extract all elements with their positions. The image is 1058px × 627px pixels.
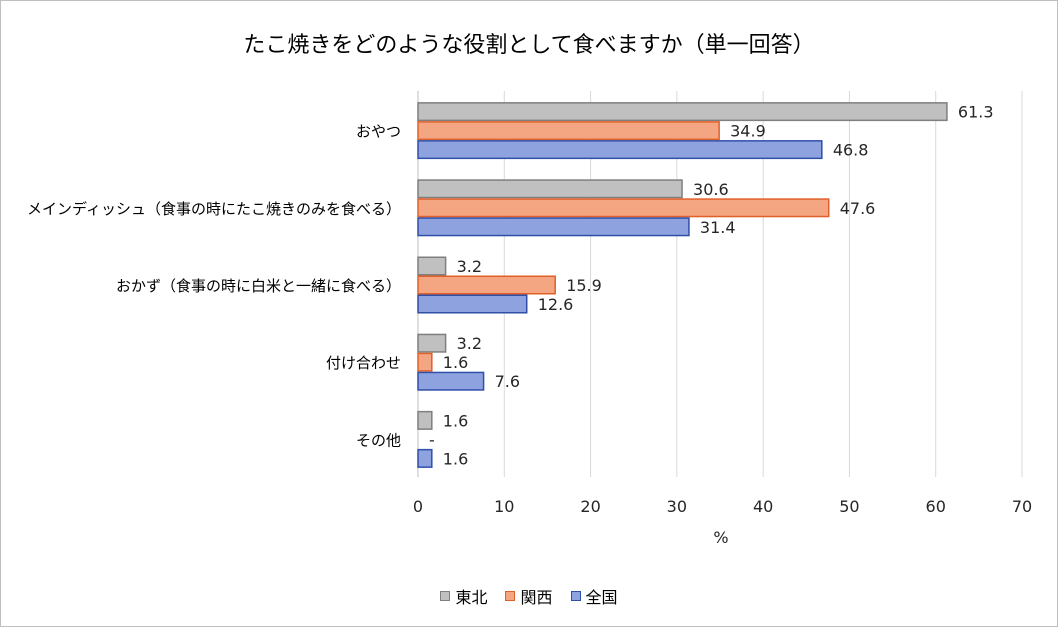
bar [417, 275, 556, 295]
bar [417, 294, 528, 314]
bar [417, 410, 433, 430]
x-tick-label: 20 [580, 497, 600, 516]
category-label: 付け合わせ [326, 354, 401, 372]
data-label: 1.6 [443, 353, 468, 372]
data-label: 47.6 [840, 199, 876, 218]
x-tick-label: 0 [413, 497, 423, 516]
bar [417, 140, 823, 160]
data-label: 3.2 [457, 257, 482, 276]
data-label: 31.4 [700, 218, 736, 237]
category-label: おかず（食事の時に白米と一緒に食べる） [116, 277, 401, 295]
bar [417, 102, 948, 122]
category-label: おやつ [356, 123, 401, 141]
legend-label: 関西 [520, 588, 553, 607]
x-tick-label: 40 [753, 497, 773, 516]
x-tick-label: 70 [1012, 497, 1032, 516]
bar [417, 448, 433, 468]
data-label: 1.6 [443, 449, 468, 468]
bar [417, 198, 830, 218]
data-label: 34.9 [730, 122, 766, 141]
data-label: 46.8 [833, 141, 869, 160]
legend-item: 全国 [570, 584, 618, 608]
legend-label: 東北 [455, 588, 488, 607]
category-label: メインディッシュ（食事の時にたこ焼きのみを食べる） [27, 200, 401, 218]
x-tick-label: 50 [839, 497, 859, 516]
bar [417, 217, 690, 237]
legend-swatch [505, 591, 516, 601]
data-label: 1.6 [443, 411, 468, 430]
category-label: その他 [356, 431, 401, 449]
x-axis-title: % [713, 528, 728, 547]
data-label: 3.2 [457, 334, 482, 353]
bar [417, 371, 485, 391]
data-label: 30.6 [693, 180, 729, 199]
x-tick-label: 10 [494, 497, 514, 516]
x-tick-label: 30 [667, 497, 687, 516]
legend-swatch [440, 591, 451, 601]
data-label: - [429, 430, 435, 449]
legend-item: 東北 [440, 584, 487, 608]
legend-swatch [570, 591, 581, 601]
data-label: 15.9 [566, 276, 602, 295]
legend-item: 関西 [505, 584, 553, 608]
chart-legend: 東北 関西 全国 [1, 584, 1057, 608]
bar [417, 179, 683, 199]
data-label: 7.6 [495, 372, 520, 391]
legend-label: 全国 [585, 588, 618, 607]
x-tick-label: 60 [926, 497, 946, 516]
bar [417, 333, 447, 353]
data-label: 12.6 [538, 295, 574, 314]
data-label: 61.3 [958, 103, 994, 122]
chart-title: たこ焼きをどのような役割として食べますか（単一回答） [243, 33, 815, 58]
bar [417, 352, 433, 372]
bar [417, 256, 447, 276]
bar [417, 121, 720, 141]
